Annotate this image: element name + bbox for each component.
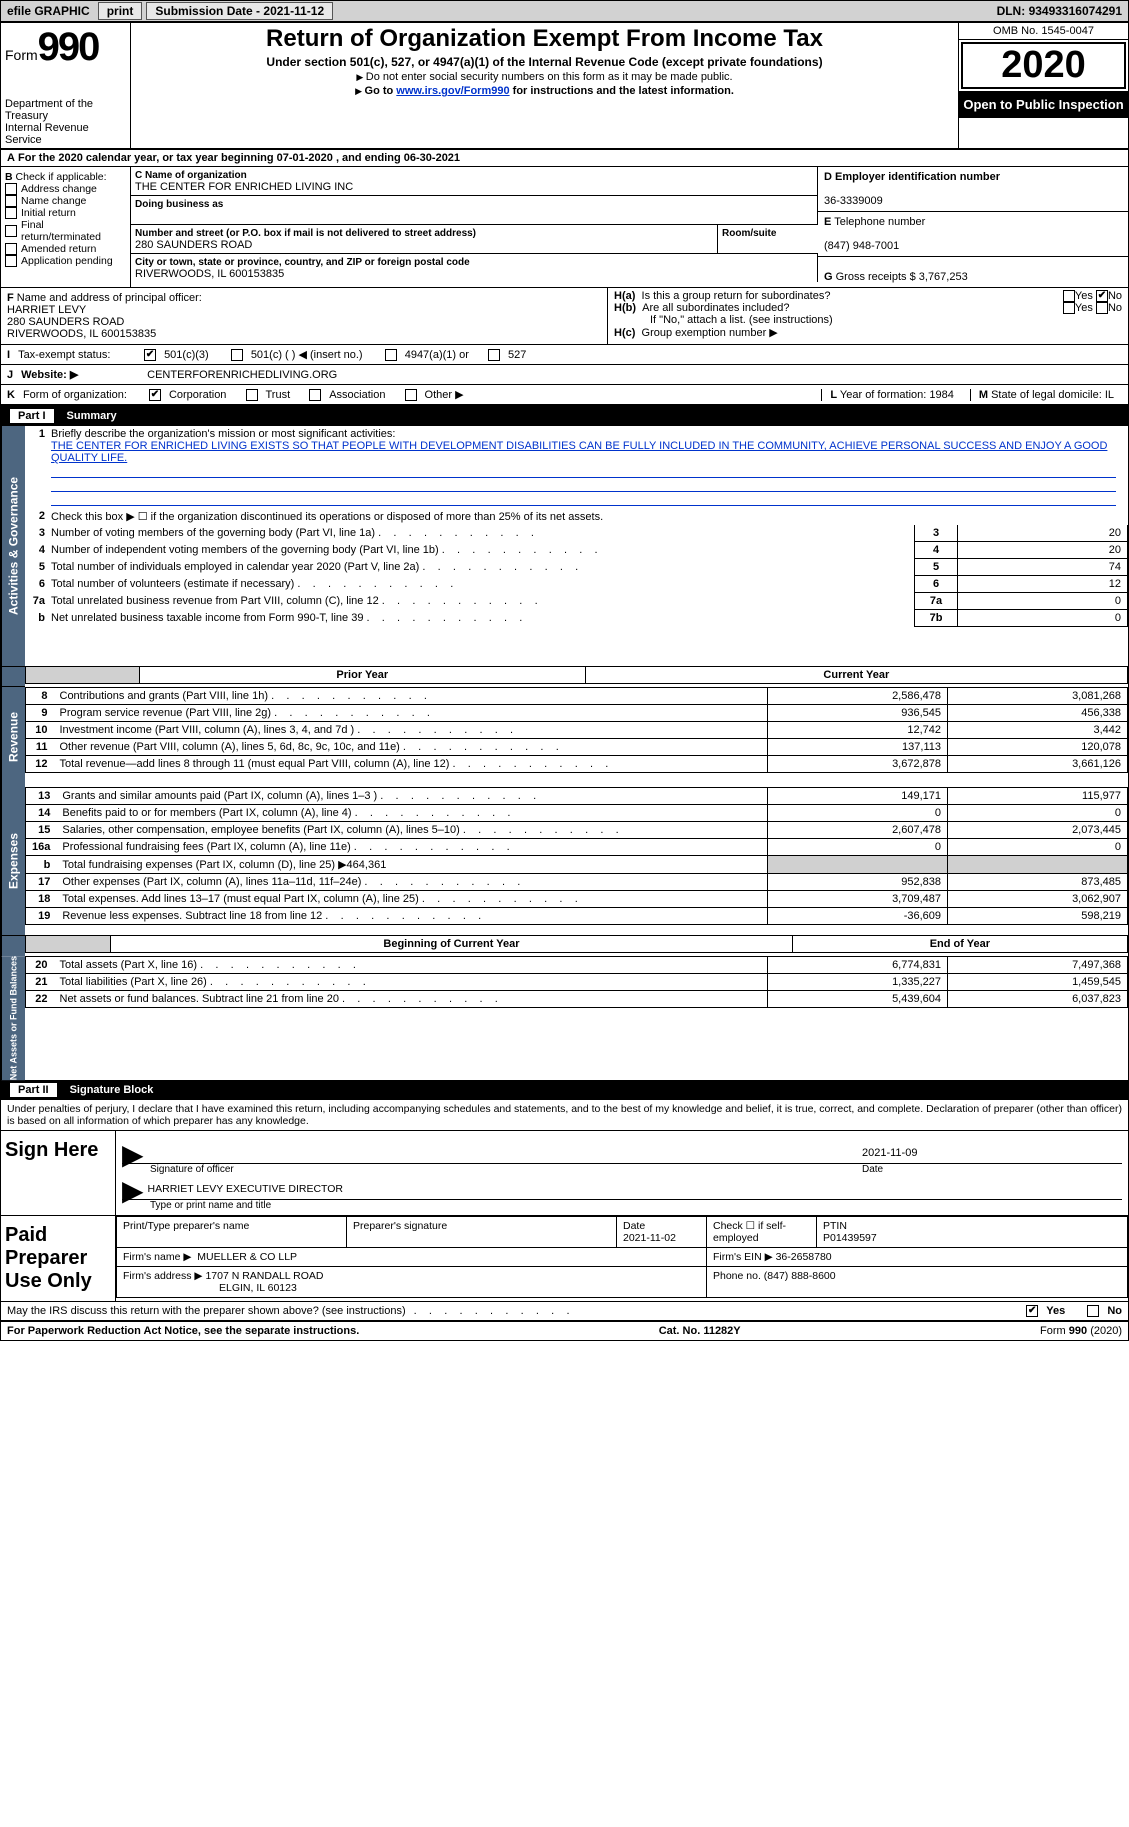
top-bar: efile GRAPHIC print Submission Date - 20… (0, 0, 1129, 22)
group-return-yes-checkbox[interactable] (1063, 290, 1075, 302)
ein-cell: D Employer identification number 36-3339… (818, 167, 1128, 212)
efile-label: efile GRAPHIC (1, 4, 96, 18)
tax-year: 2020 (961, 42, 1126, 89)
subordinates-yes-checkbox[interactable] (1063, 302, 1075, 314)
form-subtitle-2: Do not enter social security numbers on … (137, 71, 952, 83)
open-to-public: Open to Public Inspection (959, 91, 1128, 118)
trust-checkbox[interactable] (246, 389, 258, 401)
group-return-cell: H(a) Is this a group return for subordin… (608, 288, 1128, 344)
paid-preparer-label: Paid Preparer Use Only (1, 1216, 116, 1301)
box-b-check-applicable: B Check if applicable: Address change Na… (1, 167, 131, 287)
form-subtitle-3: Go to www.irs.gov/Form990 for instructio… (137, 85, 952, 97)
form-header: Form990 Department of the Treasury Inter… (1, 23, 1128, 150)
netassets-header-table: Beginning of Current YearEnd of Year (25, 936, 1128, 953)
mission-text: THE CENTER FOR ENRICHED LIVING EXISTS SO… (51, 440, 1107, 464)
sign-here-label: Sign Here (1, 1131, 116, 1215)
application-pending-checkbox[interactable] (5, 255, 17, 267)
side-activities-governance: Activities & Governance (1, 426, 25, 666)
dba-cell: Doing business as (131, 196, 818, 225)
4947a1-checkbox[interactable] (385, 349, 397, 361)
discuss-with-preparer-row: May the IRS discuss this return with the… (1, 1301, 1128, 1321)
period-line: A For the 2020 calendar year, or tax yea… (1, 150, 1128, 167)
form-990-page: Form990 Department of the Treasury Inter… (0, 22, 1129, 1341)
entity-info-block: B Check if applicable: Address change Na… (1, 167, 1128, 288)
room-suite-cell: Room/suite (718, 225, 818, 254)
form-subtitle-1: Under section 501(c), 527, or 4947(a)(1)… (137, 55, 952, 69)
irs-form990-link[interactable]: www.irs.gov/Form990 (396, 85, 509, 97)
501c3-checkbox[interactable] (144, 349, 156, 361)
revenue-table: 8 Contributions and grants (Part VIII, l… (25, 687, 1128, 773)
officer-name: HARRIET LEVY EXECUTIVE DIRECTOR (144, 1183, 1122, 1199)
sig-officer-label: Signature of officer (150, 1164, 862, 1175)
expenses-table: 13 Grants and similar amounts paid (Part… (25, 787, 1128, 925)
part2-header: Part II Signature Block (1, 1080, 1128, 1100)
sig-date-label: Date (862, 1164, 1122, 1175)
discuss-no-checkbox[interactable] (1087, 1305, 1099, 1317)
subordinates-no-checkbox[interactable] (1096, 302, 1108, 314)
type-name-label: Type or print name and title (150, 1200, 1122, 1211)
dln-label: DLN: 93493316074291 (991, 4, 1128, 18)
tax-exempt-status-row: ITax-exempt status: 501(c)(3) 501(c) ( )… (1, 345, 1128, 365)
side-netassets-spacer (1, 936, 25, 956)
side-revenue (1, 667, 25, 687)
527-checkbox[interactable] (488, 349, 500, 361)
side-revenue-label: Revenue (1, 687, 25, 787)
amended-return-checkbox[interactable] (5, 243, 17, 255)
other-org-checkbox[interactable] (405, 389, 417, 401)
part1-header: Part I Summary (1, 406, 1128, 426)
address-cell: Number and street (or P.O. box if mail i… (131, 225, 718, 254)
form-number: Form990 (5, 25, 126, 70)
corporation-checkbox[interactable] (149, 389, 161, 401)
penalty-statement: Under penalties of perjury, I declare th… (1, 1100, 1128, 1131)
side-netassets-label: Net Assets or Fund Balances (1, 956, 25, 1080)
gross-receipts-cell: G Gross receipts $ 3,767,253 (818, 257, 1128, 287)
page-footer: For Paperwork Reduction Act Notice, see … (1, 1321, 1128, 1340)
association-checkbox[interactable] (309, 389, 321, 401)
dept-treasury: Department of the Treasury Internal Reve… (5, 98, 126, 146)
initial-return-checkbox[interactable] (5, 207, 17, 219)
city-cell: City or town, state or province, country… (131, 254, 818, 282)
omb-number: OMB No. 1545-0047 (959, 23, 1128, 40)
submission-date-button[interactable]: Submission Date - 2021-11-12 (146, 2, 333, 20)
final-return-checkbox[interactable] (5, 225, 17, 237)
phone-cell: E Telephone number (847) 948-7001 (818, 212, 1128, 257)
website-row: JWebsite: ▶ CENTERFORENRICHEDLIVING.ORG (1, 365, 1128, 385)
org-name-cell: C Name of organization THE CENTER FOR EN… (131, 167, 818, 196)
q1-mission-label: Briefly describe the organization's miss… (49, 426, 1128, 508)
name-change-checkbox[interactable] (5, 195, 17, 207)
officer-sig-date: 2021-11-09 (862, 1147, 1122, 1163)
principal-officer-cell: F Name and address of principal officer:… (1, 288, 608, 344)
addr-change-checkbox[interactable] (5, 183, 17, 195)
group-return-no-checkbox[interactable] (1096, 290, 1108, 302)
side-expenses-label: Expenses (1, 787, 25, 935)
q2-discontinued: Check this box ▶ ☐ if the organization d… (49, 508, 1128, 525)
print-button[interactable]: print (98, 2, 143, 20)
revenue-header-table: Prior YearCurrent Year (25, 667, 1128, 684)
form-of-org-row: KForm of organization: Corporation Trust… (1, 385, 1128, 406)
netassets-table: 20 Total assets (Part X, line 16) 6,774,… (25, 956, 1128, 1008)
form-title: Return of Organization Exempt From Incom… (137, 25, 952, 53)
discuss-yes-checkbox[interactable] (1026, 1305, 1038, 1317)
501c-other-checkbox[interactable] (231, 349, 243, 361)
preparer-table: Print/Type preparer's name Preparer's si… (116, 1216, 1128, 1298)
